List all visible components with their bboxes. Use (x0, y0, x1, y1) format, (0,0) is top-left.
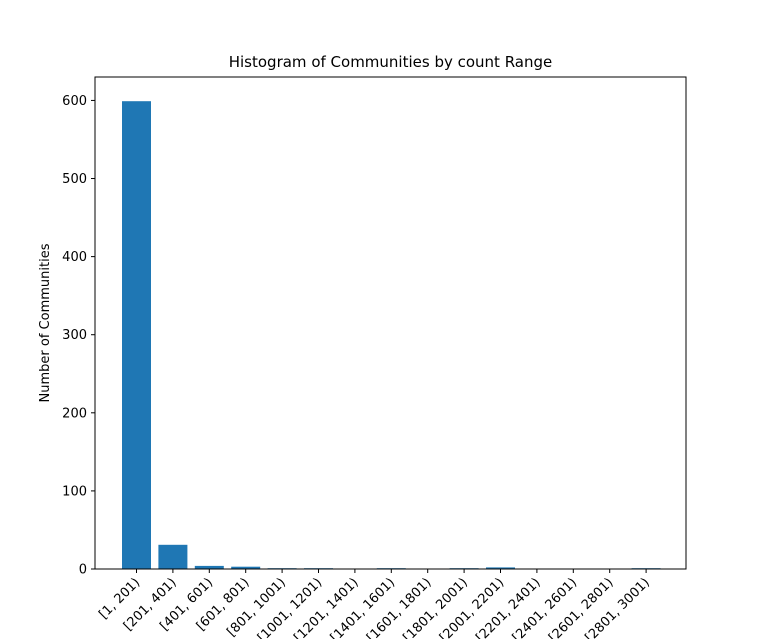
y-tick-label-6: 600 (62, 94, 87, 109)
bars-group (122, 101, 661, 569)
bar-0 (122, 101, 151, 569)
y-tick-label-1: 100 (62, 484, 87, 499)
bar-2 (194, 565, 224, 569)
y-tick-label-5: 500 (62, 172, 87, 187)
y-axis: 0 100 200 300 400 500 600 (62, 94, 95, 578)
y-tick-label-2: 200 (62, 406, 87, 421)
bar-1 (158, 544, 188, 569)
y-tick-label-0: 0 (79, 563, 87, 578)
y-tick-label-4: 400 (62, 250, 87, 265)
chart-title: Histogram of Communities by count Range (229, 53, 553, 71)
y-axis-label: Number of Communities (38, 243, 53, 402)
bar-3 (231, 566, 261, 569)
plot-frame (94, 76, 687, 570)
x-axis: [1, 201)[201, 401)[401, 601)[601, 801)[8… (96, 569, 653, 639)
y-tick-label-3: 300 (62, 328, 87, 343)
bar-10 (486, 567, 515, 569)
